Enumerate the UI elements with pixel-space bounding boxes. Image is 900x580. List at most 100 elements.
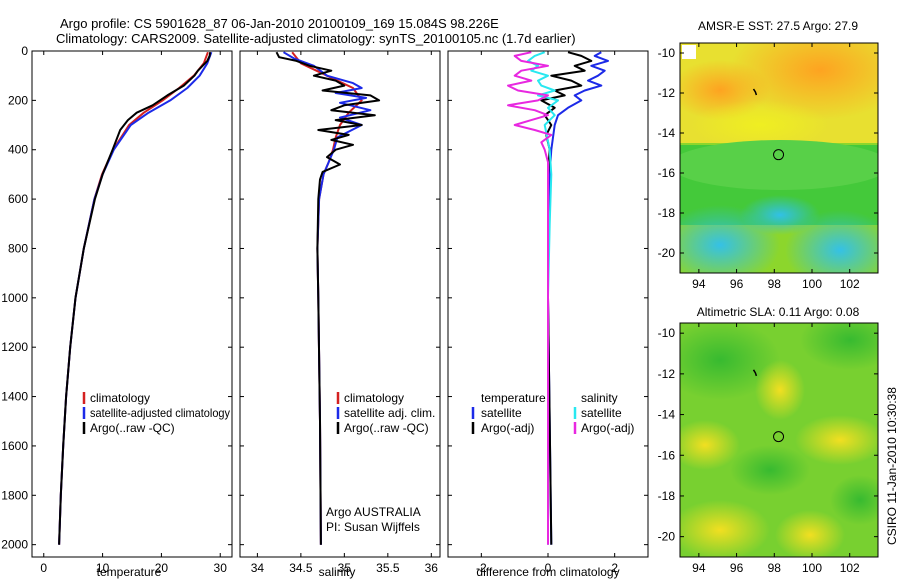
depth-tick-label: 0 (21, 44, 28, 58)
sla-green-patch (680, 323, 780, 400)
depth-tick-label: 600 (8, 192, 28, 206)
map-y-tick-label: -12 (658, 86, 676, 100)
sla-green-patch (800, 323, 878, 370)
map-x-tick-label: 98 (768, 561, 782, 575)
sla-map-axes: 94 96 98 100 102 -10 -12 -14 -16 -18 -20 (658, 323, 878, 575)
map-x-tick-label: 100 (802, 277, 822, 291)
sla-yellow-patch (680, 420, 740, 470)
map-y-tick-label: -10 (658, 326, 676, 340)
figure-title-line2: Climatology: CARS2009. Satellite-adjuste… (56, 31, 576, 46)
float-position-marker (773, 149, 785, 161)
map-y-tick-label: -20 (658, 530, 676, 544)
map-y-tick-label: -10 (658, 46, 676, 60)
depth-tick-label: 1200 (1, 340, 28, 354)
legend-label-temp-satellite: satellite (481, 406, 522, 420)
figure-title-line1: Argo profile: CS 5901628_87 06-Jan-2010 … (60, 16, 499, 31)
x-tick-label: -2 (476, 561, 487, 575)
legend-title-salinity: salinity (581, 391, 618, 405)
salinity-legend: climatology satellite adj. clim. Argo(..… (336, 391, 435, 435)
sst-yellow-patch (690, 100, 830, 150)
legend-label-satellite: satellite-adjusted climatology (90, 406, 230, 420)
map-x-tick-label: 94 (692, 561, 706, 575)
depth-tick-label: 800 (8, 241, 28, 255)
sla-yellow-patch (680, 500, 770, 557)
sla-map (680, 323, 878, 557)
x-tick-label: 34.5 (289, 561, 313, 575)
difference-x-axis: -2 0 2 (476, 51, 618, 575)
difference-legend: temperature satellite Argo(-adj) salinit… (471, 391, 634, 435)
float-track (752, 88, 758, 96)
legend-title-temperature: temperature (481, 391, 546, 405)
difference-xlabel: difference from climatology (476, 565, 619, 579)
sst-cyan-patch (740, 195, 820, 235)
salinity-x-axis: 34 34.5 35 35.5 36 (251, 51, 439, 575)
difference-series (507, 51, 609, 545)
owner-line1: Argo AUSTRALIA (326, 505, 421, 519)
map-x-tick-label: 98 (768, 277, 782, 291)
sst-map-marks (752, 88, 785, 161)
sla-yellow-patch (795, 415, 878, 465)
legend-label-satellite: satellite adj. clim. (344, 406, 435, 420)
temperature-legend: climatology satellite-adjusted climatolo… (82, 391, 230, 435)
map-y-tick-label: -16 (658, 448, 676, 462)
x-tick-label: 0 (545, 561, 552, 575)
sst-map-axes: 94 96 98 100 102 -10 -12 -14 -16 -18 -20 (658, 43, 878, 291)
series-line-argo-raw-qc (275, 51, 381, 545)
salinity-xlabel: salinity (319, 565, 356, 579)
sst-map (680, 43, 878, 273)
float-position-marker (773, 431, 785, 443)
sst-map-title: AMSR-E SST: 27.5 Argo: 27.9 (698, 19, 858, 33)
x-tick-label: 30 (214, 561, 228, 575)
temperature-xlabel: temperature (97, 565, 162, 579)
x-tick-label: 2 (611, 561, 618, 575)
depth-tick-label: 2000 (1, 538, 28, 552)
map-x-tick-label: 96 (730, 561, 744, 575)
depth-tick-label: 1600 (1, 439, 28, 453)
legend-label-sal-argo: Argo(-adj) (581, 421, 634, 435)
sla-green-patch (730, 445, 810, 495)
map-x-tick-label: 96 (730, 277, 744, 291)
map-y-tick-label: -20 (658, 246, 676, 260)
map-y-tick-label: -14 (658, 126, 676, 140)
temperature-plot-frame (31, 50, 233, 558)
map-x-tick-label: 100 (802, 561, 822, 575)
x-tick-label: 35 (338, 561, 352, 575)
map-x-tick-label: 94 (692, 277, 706, 291)
legend-label-sal-satellite: satellite (581, 406, 622, 420)
sla-map-frame (679, 322, 879, 558)
map-y-tick-label: -14 (658, 408, 676, 422)
sst-missing-cell (682, 45, 696, 59)
series-line-salinity-argo-adj (507, 51, 553, 545)
legend-label-argo: Argo(..raw -QC) (90, 421, 175, 435)
x-tick-label: 35.5 (376, 561, 400, 575)
x-tick-label: 0 (40, 561, 47, 575)
sla-green-patch (830, 475, 878, 525)
depth-tick-label: 1400 (1, 390, 28, 404)
salinity-series (275, 51, 381, 545)
legend-label-argo: Argo(..raw -QC) (344, 421, 429, 435)
legend-label-climatology: climatology (344, 391, 404, 405)
temperature-x-axis: 0 10 20 30 (40, 51, 227, 575)
depth-tick-label: 1000 (1, 291, 28, 305)
x-tick-label: 34 (251, 561, 265, 575)
sla-yellow-patch (775, 510, 845, 557)
series-line-salinity-satellite (527, 51, 559, 545)
series-line-argo-raw-qc (58, 52, 212, 545)
legend-label-temp-argo: Argo(-adj) (481, 421, 534, 435)
owner-line2: PI: Susan Wijffels (326, 520, 420, 534)
x-tick-label: 36 (425, 561, 439, 575)
map-y-tick-label: -18 (658, 489, 676, 503)
float-track (752, 369, 758, 377)
map-y-tick-label: -18 (658, 206, 676, 220)
sla-yellow-patch (755, 360, 805, 420)
credit-text: CSIRO 11-Jan-2010 10:30:38 (885, 387, 899, 545)
depth-tick-label: 400 (8, 143, 28, 157)
sla-map-marks (752, 369, 785, 443)
depth-tick-label: 200 (8, 93, 28, 107)
map-x-tick-label: 102 (840, 277, 860, 291)
depth-axis: 0 200 400 600 800 1000 1200 1400 1600 1800 2000 (1, 44, 648, 552)
temperature-series (58, 51, 213, 545)
sst-map-frame (679, 42, 879, 274)
legend-label-climatology: climatology (90, 391, 150, 405)
